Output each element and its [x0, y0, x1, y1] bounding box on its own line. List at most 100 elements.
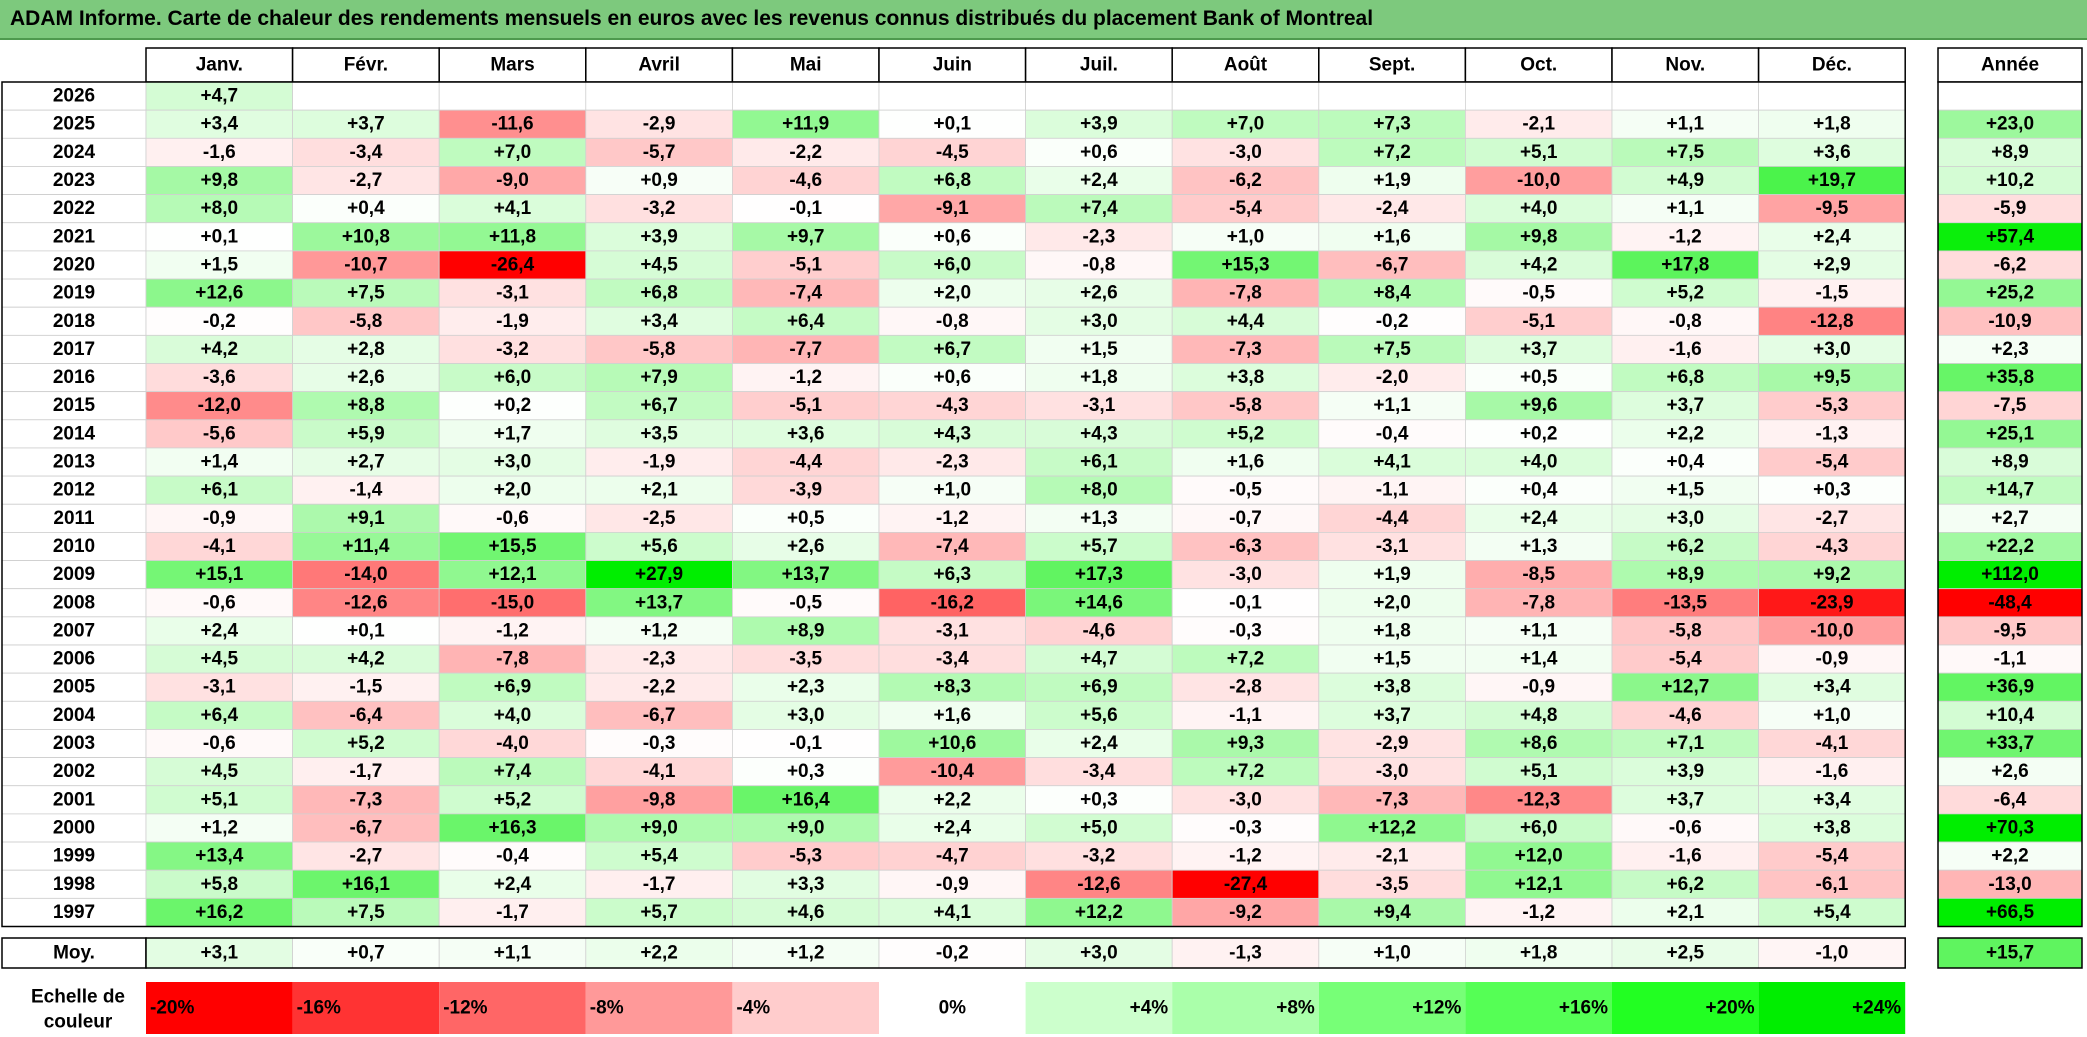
year-label-cell [1, 363, 147, 393]
average-cell-value: +3,1 [201, 943, 239, 964]
heatmap-cell-value: +17,3 [1075, 564, 1123, 585]
month-header-cell [1024, 47, 1173, 83]
heatmap-cell [1318, 306, 1466, 336]
heatmap-cell-value: +15,5 [488, 536, 537, 557]
heatmap-cell [1318, 278, 1466, 308]
heatmap-cell [1758, 503, 1906, 533]
heatmap-cell-value: +4,2 [1520, 254, 1558, 275]
heatmap-cell [585, 419, 733, 449]
chart-title: ADAM Informe. Carte de chaleur des rende… [10, 7, 1374, 30]
heatmap-cell [1025, 785, 1173, 815]
annual-cell-value: +2,6 [1991, 761, 2029, 782]
heatmap-cell [1758, 81, 1906, 111]
heatmap-cell-value: +5,9 [347, 423, 385, 444]
heatmap-cell [1025, 869, 1173, 899]
heatmap-cell [438, 166, 587, 195]
heatmap-cell-value: +12,2 [1368, 817, 1416, 838]
heatmap-cell-value: -1,2 [1229, 846, 1262, 867]
heatmap-cell-value: +2,4 [1080, 733, 1118, 754]
heatmap-cell-value: -0,9 [936, 874, 969, 895]
year-label: 2014 [53, 423, 96, 444]
heatmap-cell [1465, 503, 1613, 533]
heatmap-cell-value: +19,7 [1808, 170, 1856, 191]
heatmap-cell-value: +12,2 [1075, 902, 1123, 923]
heatmap-cell-value: +9,7 [787, 226, 825, 247]
annual-cell-value: +2,7 [1991, 508, 2029, 529]
heatmap-cell [585, 137, 733, 167]
month-header-label: Mars [490, 55, 534, 76]
heatmap-cell [1025, 222, 1173, 252]
annual-cell-value: -6,2 [1994, 254, 2027, 275]
year-label: 2011 [53, 508, 95, 529]
heatmap-cell [1611, 391, 1760, 421]
heatmap-cell-value: +3,7 [1667, 789, 1705, 810]
heatmap-cell-value: -7,8 [496, 649, 529, 670]
heatmap-cell-value: +7,5 [1667, 142, 1705, 163]
year-label-cell [1, 419, 147, 449]
heatmap-cell-value: -2,3 [936, 452, 969, 473]
heatmap-cell [438, 700, 587, 730]
heatmap-cell-value: -26,4 [491, 254, 535, 275]
heatmap-cell [1025, 278, 1173, 308]
heatmap-cell [1758, 447, 1906, 477]
heatmap-cell-value: -3,4 [1083, 761, 1116, 782]
heatmap-cell-value: +0,3 [1813, 480, 1851, 501]
year-label: 2010 [53, 536, 95, 557]
heatmap-cell-value: +4,0 [494, 705, 532, 726]
heatmap-cell [438, 644, 587, 674]
heatmap-cell-value: -3,2 [1083, 846, 1116, 867]
heatmap-cell [1611, 700, 1760, 730]
heatmap-cell [292, 785, 440, 815]
heatmap-cell [1171, 109, 1320, 139]
average-cell [292, 937, 440, 969]
heatmap-cell-value: -15,0 [491, 592, 534, 613]
heatmap-cell-value: -2,8 [1229, 677, 1262, 698]
heatmap-cell [1758, 616, 1906, 646]
heatmap-cell-value: +1,1 [1667, 114, 1705, 135]
annual-cell [1937, 250, 2083, 280]
month-header-label: Sept. [1369, 55, 1415, 76]
heatmap-cell-value: +10,8 [342, 226, 390, 247]
heatmap-cell-value: -4,3 [1816, 536, 1849, 557]
heatmap-cell [292, 334, 440, 364]
heatmap-cell-value: -1,3 [1816, 423, 1849, 444]
heatmap-cell-value: -0,2 [1376, 311, 1409, 332]
heatmap-cell-value: +7,5 [347, 902, 385, 923]
scale-step-label: -20% [150, 998, 194, 1019]
heatmap-cell-value: -3,0 [1229, 142, 1262, 163]
heatmap-cell-value: +7,2 [1227, 649, 1265, 670]
average-cell [878, 937, 1027, 969]
heatmap-cell [1611, 419, 1760, 449]
heatmap-cell [145, 813, 294, 843]
heatmap-cell [585, 391, 733, 421]
heatmap-cell-value: +0,6 [934, 226, 972, 247]
heatmap-cell-value: -0,3 [1229, 620, 1262, 641]
average-cell-value: -1,0 [1816, 943, 1849, 964]
heatmap-cell-value: +3,7 [1667, 395, 1705, 416]
heatmap-cell [1758, 897, 1906, 927]
heatmap-cell-value: +6,8 [934, 170, 972, 191]
scale-swatch [1465, 982, 1612, 1034]
heatmap-cell-value: +1,0 [1813, 705, 1851, 726]
heatmap-cell [1318, 503, 1466, 533]
heatmap-cell-value: +3,4 [640, 311, 678, 332]
heatmap-cell [585, 109, 733, 139]
annual-cell-value: +14,7 [1986, 480, 2034, 501]
heatmap-cell [585, 222, 733, 252]
annual-cell-value: +112,0 [1981, 564, 2039, 585]
heatmap-cell-value: -3,1 [203, 677, 236, 698]
heatmap-cell [1318, 363, 1466, 393]
heatmap-cell-value: +7,0 [1227, 114, 1265, 135]
heatmap-cell [1025, 81, 1173, 111]
year-label: 1997 [53, 902, 95, 923]
heatmap-cell-value: -1,7 [643, 874, 676, 895]
month-header-cell [1757, 47, 1906, 83]
heatmap-cell-value: -7,7 [789, 339, 822, 360]
year-label: 2003 [53, 733, 95, 754]
scale-swatch [1172, 982, 1319, 1034]
average-cell-value: +3,0 [1080, 943, 1118, 964]
heatmap-cell [1025, 897, 1173, 927]
annual-cell-value: +8,9 [1991, 142, 2029, 163]
heatmap-cell-value: +4,4 [1227, 311, 1265, 332]
